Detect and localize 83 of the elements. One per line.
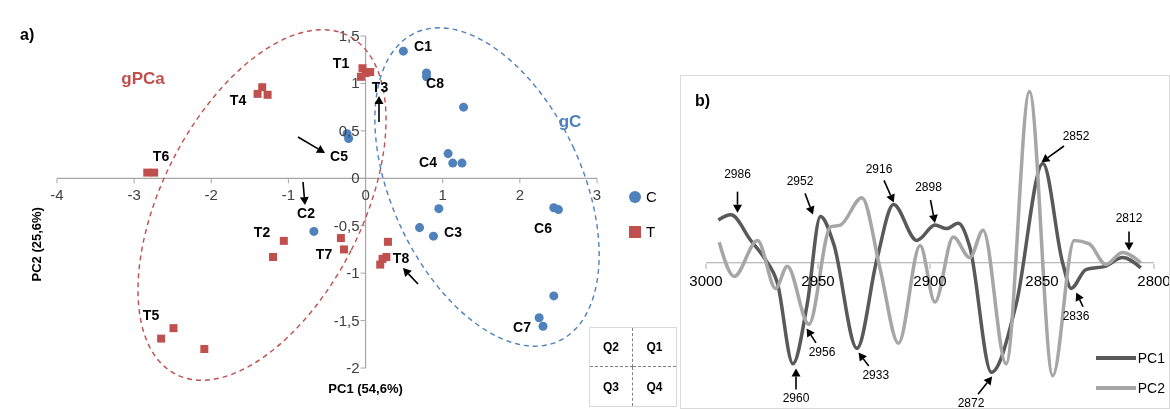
annotation: C6 [534,219,553,236]
x-tick-label: -1 [281,186,296,204]
y-tick-label: 0,5 [338,121,360,139]
point [279,236,288,245]
annotation: T4 [229,91,247,108]
y-tick-label: 1,5 [338,27,360,44]
annotation: gC [558,112,582,132]
point [336,234,345,243]
x-tick-label: -2 [204,186,218,204]
point [157,334,166,343]
annotation: C3 [444,223,463,240]
y-tick-label: 1 [351,74,360,92]
x-tick-label: -4 [50,186,64,204]
annotation: gPCa [121,69,166,89]
legend-label: T [646,223,656,240]
annotation: 2986 [724,166,752,181]
annotation: 2836 [1062,308,1090,323]
x-tick-label: 2850 [1025,271,1059,289]
x-tick-label: 3000 [689,271,723,289]
point [382,253,391,262]
point [549,291,559,301]
point [263,90,272,99]
y-tick-label: -0,5 [333,216,360,234]
y-tick-label: -1,5 [333,311,360,329]
legend-label: PC1 [1137,350,1165,366]
point [415,223,425,233]
x-axis-title: PC1 (54,6%) [328,381,403,396]
text: a) [20,26,35,43]
point [459,102,469,112]
annotation: b) [695,92,711,109]
y-axis-title: PC2 (25,6%) [29,207,44,282]
x-tick-label: 2 [515,186,525,204]
annotation: T8 [392,249,410,266]
point [366,68,375,77]
x-tick-label: 3 [592,186,602,204]
point [150,168,159,177]
annotation: C4 [419,153,438,170]
point [448,158,458,168]
point [434,204,444,214]
y-tick-label: -2 [346,359,360,376]
annotation: 2872 [957,396,985,409]
annotation: C1 [414,37,433,54]
point [200,345,209,354]
point [339,245,348,254]
annotation: 2933 [862,368,890,383]
point [253,89,262,98]
quadrant-key: Q2 Q1 Q3 Q4 [589,327,677,407]
annotation: 2960 [782,390,810,405]
annotation: C2 [297,204,316,221]
annotation: 2898 [915,180,943,195]
point [553,205,563,215]
point [538,321,548,331]
annotation: C5 [330,147,349,164]
x-tick-label: -3 [127,186,141,204]
point [443,149,453,159]
point [428,231,438,241]
annotation: T5 [142,306,160,323]
x-tick-label: 2900 [913,271,947,289]
annotation: C7 [513,318,532,335]
point [258,83,267,92]
annotation: T1 [332,54,350,71]
legend-label: C [646,188,657,205]
annotation: T2 [253,223,271,240]
x-tick-label: 1 [438,186,447,204]
point [169,324,178,333]
point [534,313,544,323]
point [398,46,408,56]
annotation: 2812 [1115,210,1143,225]
annotation: T6 [152,147,170,164]
annotation: 2956 [808,345,836,360]
annotation: T7 [315,245,333,262]
y-tick-label: 0 [351,169,360,187]
point [457,158,467,168]
point [383,237,392,246]
annotation: C8 [426,74,445,91]
annotation: 2916 [865,161,893,176]
annotation: 2952 [786,173,814,188]
point [376,260,385,269]
annotation: T3 [371,78,389,95]
point [309,226,319,236]
point [269,253,277,262]
annotation: 2852 [1062,129,1090,144]
legend-label: PC2 [1137,380,1165,396]
